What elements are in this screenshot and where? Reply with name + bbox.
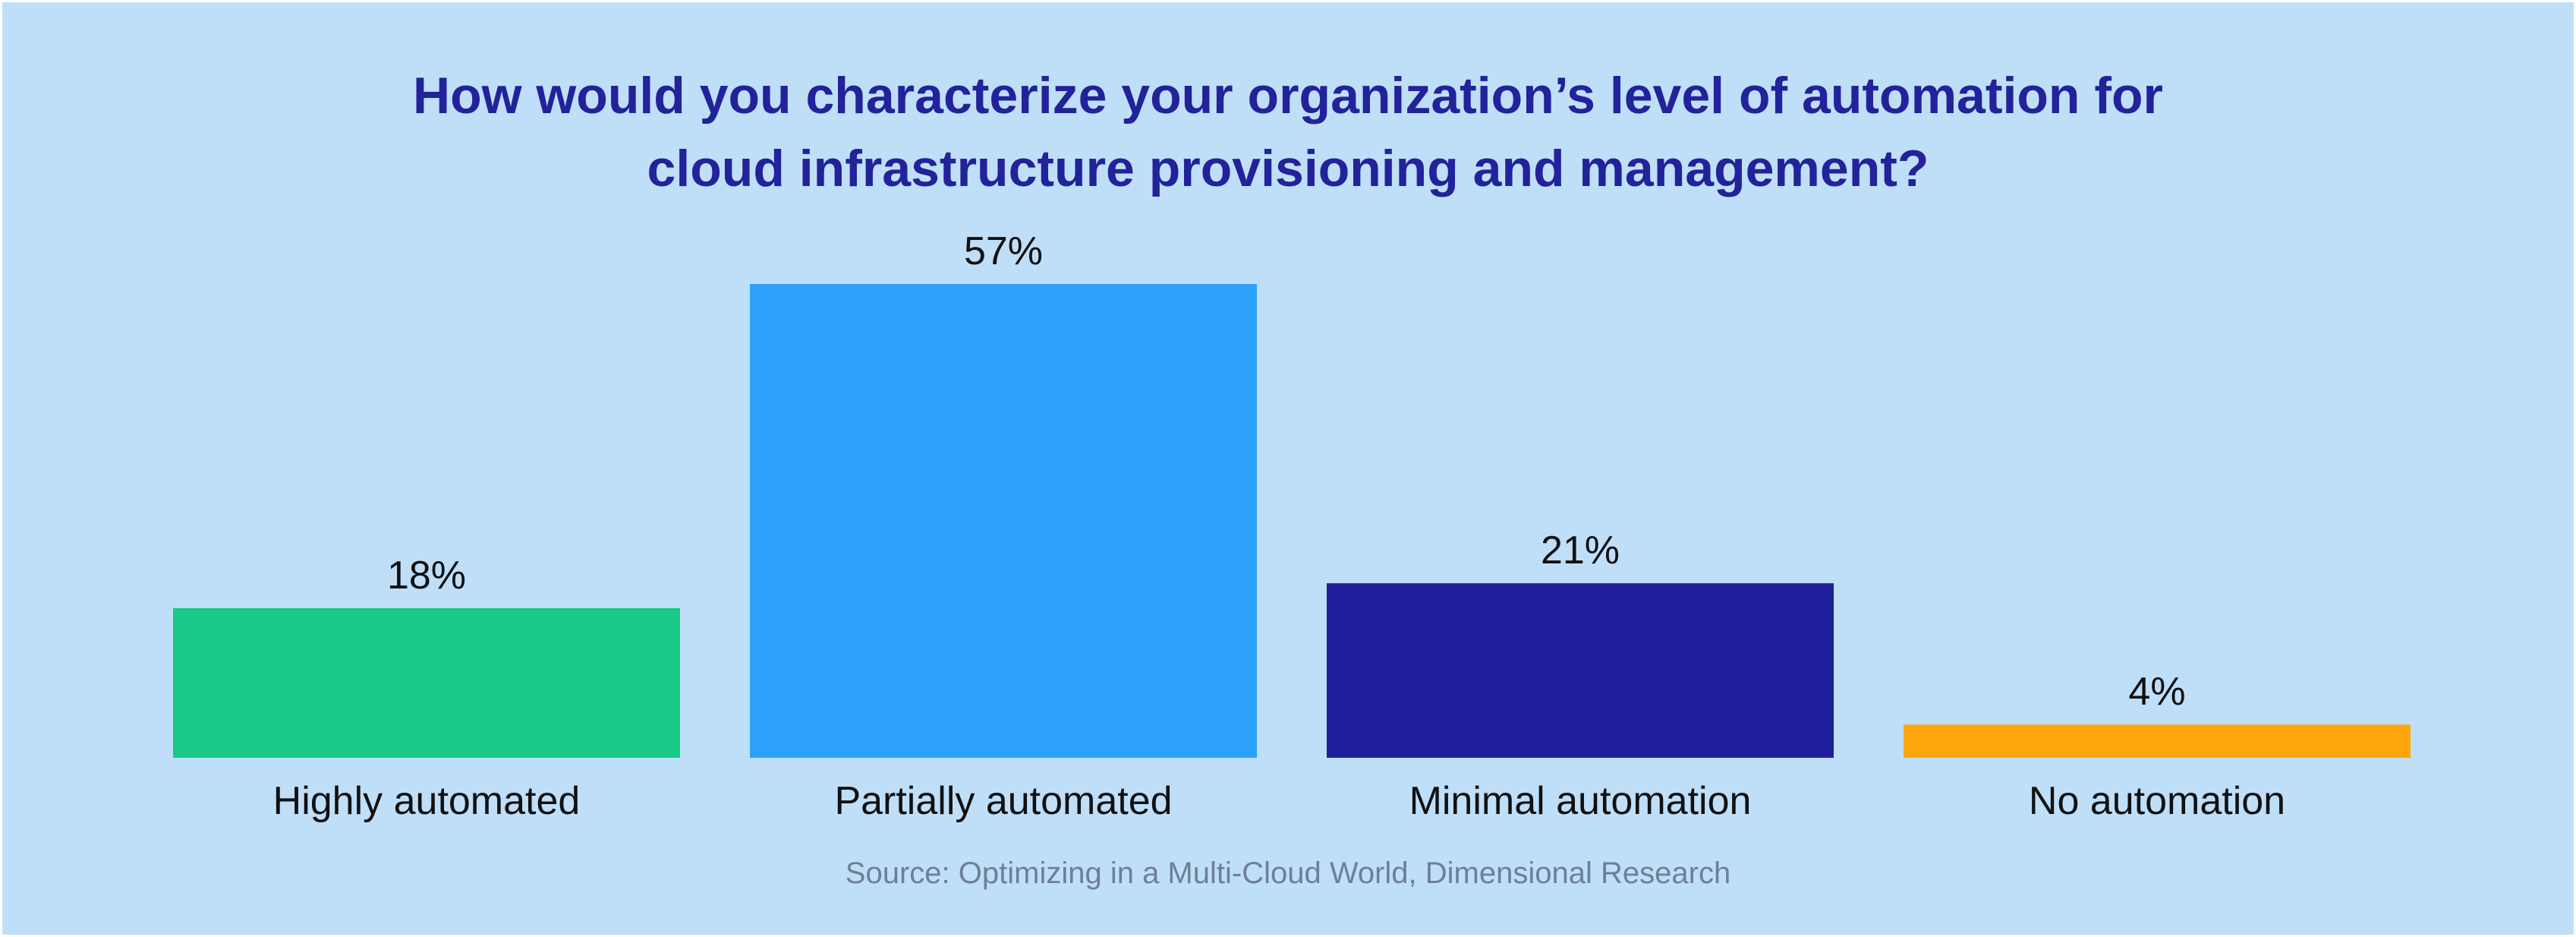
category-label-minimal-automation: Minimal automation xyxy=(1409,779,1752,823)
bar-highly-automated xyxy=(173,607,680,758)
bar-no-automation xyxy=(1904,724,2411,758)
category-label-partially-automated: Partially automated xyxy=(834,779,1172,823)
category-label-no-automation: No automation xyxy=(2029,779,2285,823)
chart-title-line-1: How would you characterize your organiza… xyxy=(412,67,2164,125)
value-label-no-automation: 4% xyxy=(2128,670,2185,714)
value-label-partially-automated: 57% xyxy=(964,229,1043,273)
category-label-highly-automated: Highly automated xyxy=(273,779,581,823)
source-note: Source: Optimizing in a Multi-Cloud Worl… xyxy=(845,857,1731,890)
chart-title-line-2: cloud infrastructure provisioning and ma… xyxy=(647,140,1929,197)
chart-title: How would you characterize your organiza… xyxy=(0,59,2576,205)
bar-minimal-automation xyxy=(1327,583,1834,758)
value-label-highly-automated: 18% xyxy=(387,554,466,598)
bar-partially-automated xyxy=(750,284,1257,758)
value-label-minimal-automation: 21% xyxy=(1541,528,1620,573)
